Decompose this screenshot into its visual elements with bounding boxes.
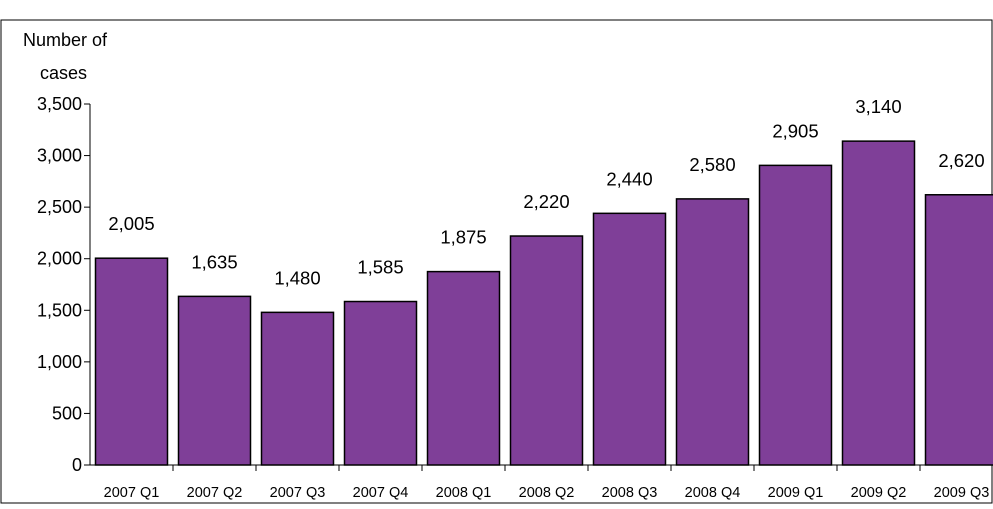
data-label: 3,140 [855,96,901,117]
data-label: 2,580 [689,154,735,175]
data-label: 1,635 [191,251,237,272]
data-label: 2,220 [523,191,569,212]
data-label: 2,005 [108,213,154,234]
bar-2007-q3 [262,312,334,465]
bar-2007-q4 [345,302,417,465]
y-tick-label: 0 [72,455,82,475]
y-tick-label: 2,000 [37,249,82,269]
data-label: 1,480 [274,267,320,288]
x-tick-label: 2008 Q2 [519,485,575,501]
bar-2009-q2 [843,141,915,465]
y-axis-label-line-1: Number of [23,30,108,50]
x-tick-label: 2008 Q1 [436,485,492,501]
x-tick-label: 2007 Q4 [353,485,409,501]
y-tick-label: 500 [52,403,82,423]
x-tick-label: 2009 Q2 [851,485,907,501]
data-label: 2,620 [938,150,984,171]
bar-2007-q2 [179,296,251,465]
data-label: 1,875 [440,227,486,248]
bar-2008-q2 [511,236,583,465]
y-tick-label: 1,500 [37,300,82,320]
y-tick-label: 3,000 [37,146,82,166]
data-label: 1,585 [357,257,403,278]
data-label: 2,905 [772,120,818,141]
y-tick-label: 1,000 [37,352,82,372]
bar-2008-q3 [594,213,666,465]
x-tick-label: 2007 Q1 [104,485,160,501]
y-tick-label: 3,500 [37,94,82,114]
bar-2009-q3 [926,195,993,465]
y-axis-label-line-2: cases [40,63,87,83]
data-label: 2,440 [606,168,652,189]
x-tick-label: 2007 Q2 [187,485,243,501]
bar-2008-q1 [428,272,500,465]
y-tick-label: 2,500 [37,197,82,217]
x-tick-label: 2007 Q3 [270,485,326,501]
bar-2009-q1 [760,165,832,465]
bar-2007-q1 [96,258,168,465]
bar-2008-q4 [677,199,749,465]
x-tick-label: 2009 Q3 [934,485,990,501]
x-tick-label: 2008 Q3 [602,485,658,501]
x-tick-label: 2008 Q4 [685,485,741,501]
x-tick-label: 2009 Q1 [768,485,824,501]
